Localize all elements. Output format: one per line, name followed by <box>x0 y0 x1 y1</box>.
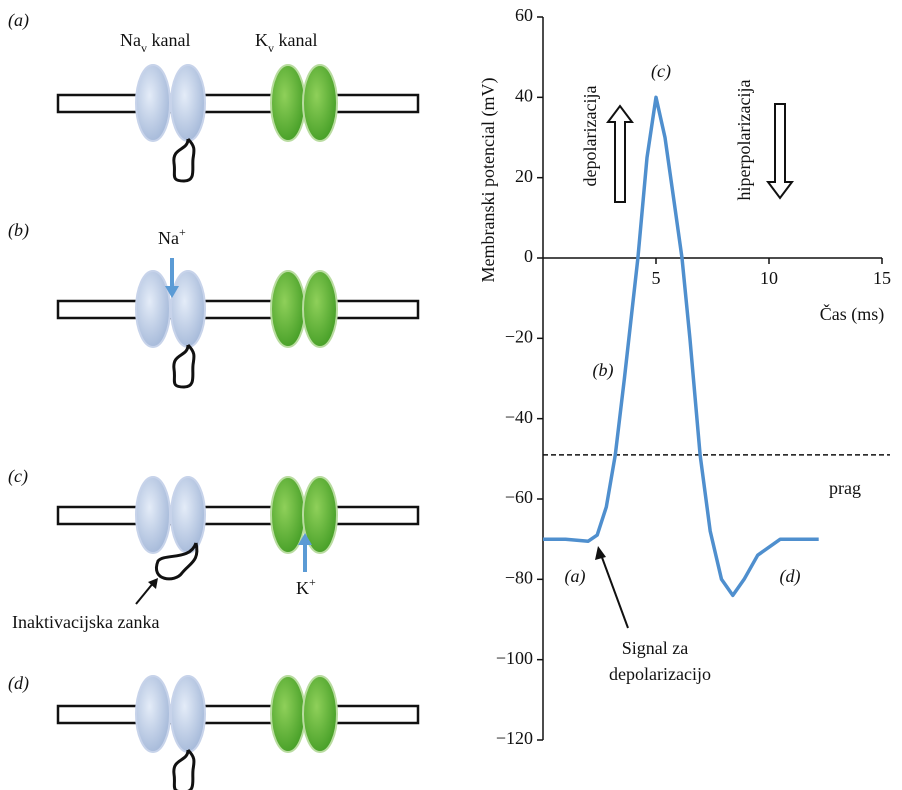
superscript: + <box>179 225 186 239</box>
y-tick-label: −60 <box>505 487 533 507</box>
superscript: + <box>309 575 316 589</box>
k-channel <box>270 476 306 554</box>
threshold-label: prag <box>829 478 861 498</box>
signal-pointer-head <box>595 546 606 560</box>
inactivation-loop <box>172 343 196 389</box>
membrane <box>56 704 420 725</box>
k-channel <box>302 476 338 554</box>
na-channel <box>135 675 171 753</box>
line-series <box>543 95 819 598</box>
panel-label: (d) <box>8 673 29 694</box>
k-channel-label: Kv kanal <box>255 30 317 55</box>
na-channel <box>170 64 206 142</box>
subscript: v <box>268 41 274 55</box>
inactivation-loop <box>172 748 196 790</box>
membrane <box>56 299 420 320</box>
inactivation-loop <box>172 137 196 183</box>
up-arrow <box>606 104 634 203</box>
membrane <box>56 93 420 114</box>
na-channel-label: Nav kanal <box>120 30 190 55</box>
na-channel <box>135 270 171 348</box>
channel-diagram: (a)Nav kanal Kv kanal(b) Na+(c)K+Inaktivac… <box>8 10 420 790</box>
y-tick-label: 60 <box>515 5 533 25</box>
panel-label: (c) <box>8 466 28 487</box>
ion-label: Na+ <box>158 225 186 248</box>
y-tick-label: 20 <box>515 166 533 186</box>
loop-pointer-head <box>148 578 158 589</box>
na-channel <box>170 270 206 348</box>
down-arrow <box>766 103 794 200</box>
k-channel <box>302 270 338 348</box>
text-base: Na <box>120 30 141 50</box>
na-channel <box>170 675 206 753</box>
y-tick-label: −80 <box>505 567 533 587</box>
y-tick-label: −40 <box>505 407 533 427</box>
na-channel <box>135 476 171 554</box>
y-tick-label: −120 <box>496 728 533 748</box>
k-channel <box>302 675 338 753</box>
subscript: v <box>141 41 147 55</box>
x-tick-label: 10 <box>760 268 778 288</box>
k-channel <box>270 270 306 348</box>
y-tick-label: −20 <box>505 326 533 346</box>
text-base: Na <box>158 228 179 248</box>
text-base: K <box>255 30 268 50</box>
annotation: (c) <box>651 61 671 82</box>
k-channel <box>302 64 338 142</box>
annotation: depolarizacijo <box>609 664 711 684</box>
x-tick-label: 5 <box>652 268 661 288</box>
k-channel <box>270 675 306 753</box>
annotation: (d) <box>780 566 801 587</box>
signal-pointer <box>599 551 629 629</box>
x-tick-label: 15 <box>873 268 891 288</box>
y-tick-label: 0 <box>524 246 533 266</box>
x-axis-label: Čas (ms) <box>820 303 885 325</box>
na-channel <box>135 64 171 142</box>
annotation: Signal za <box>622 638 688 658</box>
panel-label: (b) <box>8 220 29 241</box>
y-axis-label: Membranski potencial (mV) <box>478 78 499 283</box>
annotation: hiperpolarizacija <box>734 80 754 201</box>
ion-arrow-head <box>165 286 179 298</box>
loop-pointer <box>135 581 155 605</box>
annotation: depolarizacija <box>580 86 600 187</box>
ion-arrow-head <box>298 533 312 545</box>
text-rest: kanal <box>274 30 317 50</box>
panel-label: (a) <box>8 10 29 31</box>
ion-label: K+ <box>296 575 316 598</box>
loop-label: Inaktivacijska zanka <box>12 612 159 632</box>
k-channel <box>270 64 306 142</box>
na-channel <box>170 476 206 554</box>
y-tick-label: 40 <box>515 85 533 105</box>
text-rest: kanal <box>147 30 190 50</box>
y-tick-label: −100 <box>496 648 533 668</box>
inactivation-loop <box>154 542 199 581</box>
annotation: (a) <box>565 566 586 587</box>
chart: −120 −100 −80 −60 −40 −20 0 20 40 60 5 10 15 Čas (ms)… <box>478 5 891 748</box>
membrane <box>56 505 420 526</box>
text-base: K <box>296 578 309 598</box>
annotation: (b) <box>593 360 614 381</box>
